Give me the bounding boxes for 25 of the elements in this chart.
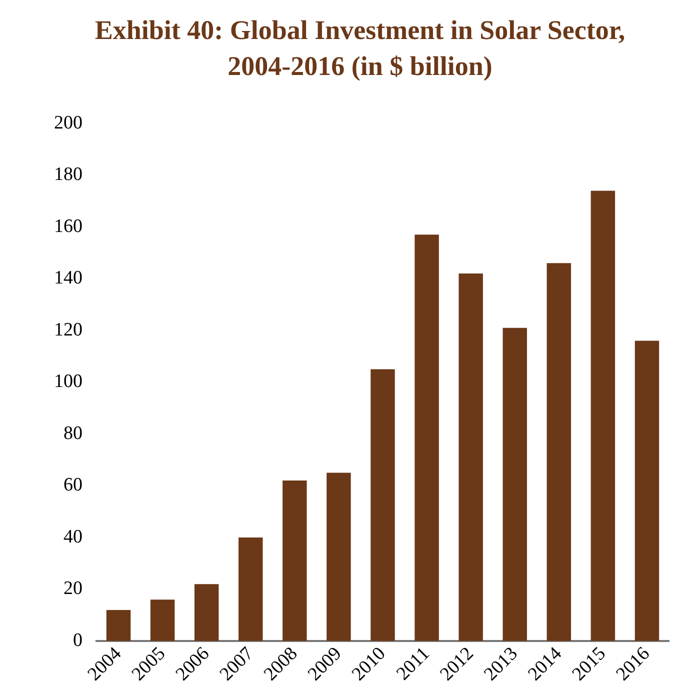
bar	[238, 537, 263, 642]
y-tick-label: 160	[54, 216, 82, 237]
y-tick-label: 20	[64, 578, 82, 600]
chart-title: Exhibit 40: Global Investment in Solar Sector, 2004-2016 (in $ billion)	[94, 14, 626, 83]
bar	[106, 610, 131, 642]
y-tick-label: 180	[54, 164, 82, 186]
y-tick-label: 120	[54, 319, 82, 340]
bar	[150, 600, 175, 642]
bar	[370, 369, 395, 642]
bar	[282, 480, 307, 642]
bar	[414, 234, 439, 642]
y-tick-label: 80	[64, 422, 82, 444]
y-tick-label: 0	[73, 630, 82, 651]
bar	[590, 190, 616, 642]
bar	[326, 472, 351, 642]
bar	[458, 274, 483, 642]
y-tick-label: 140	[54, 268, 82, 289]
y-tick-label: 200	[54, 112, 82, 134]
y-tick-label: 40	[64, 526, 82, 548]
bar	[502, 328, 527, 642]
bar	[546, 263, 572, 642]
bar	[634, 340, 660, 642]
y-tick-label: 100	[54, 371, 82, 392]
bar	[194, 584, 219, 642]
y-tick-label: 60	[64, 474, 82, 496]
